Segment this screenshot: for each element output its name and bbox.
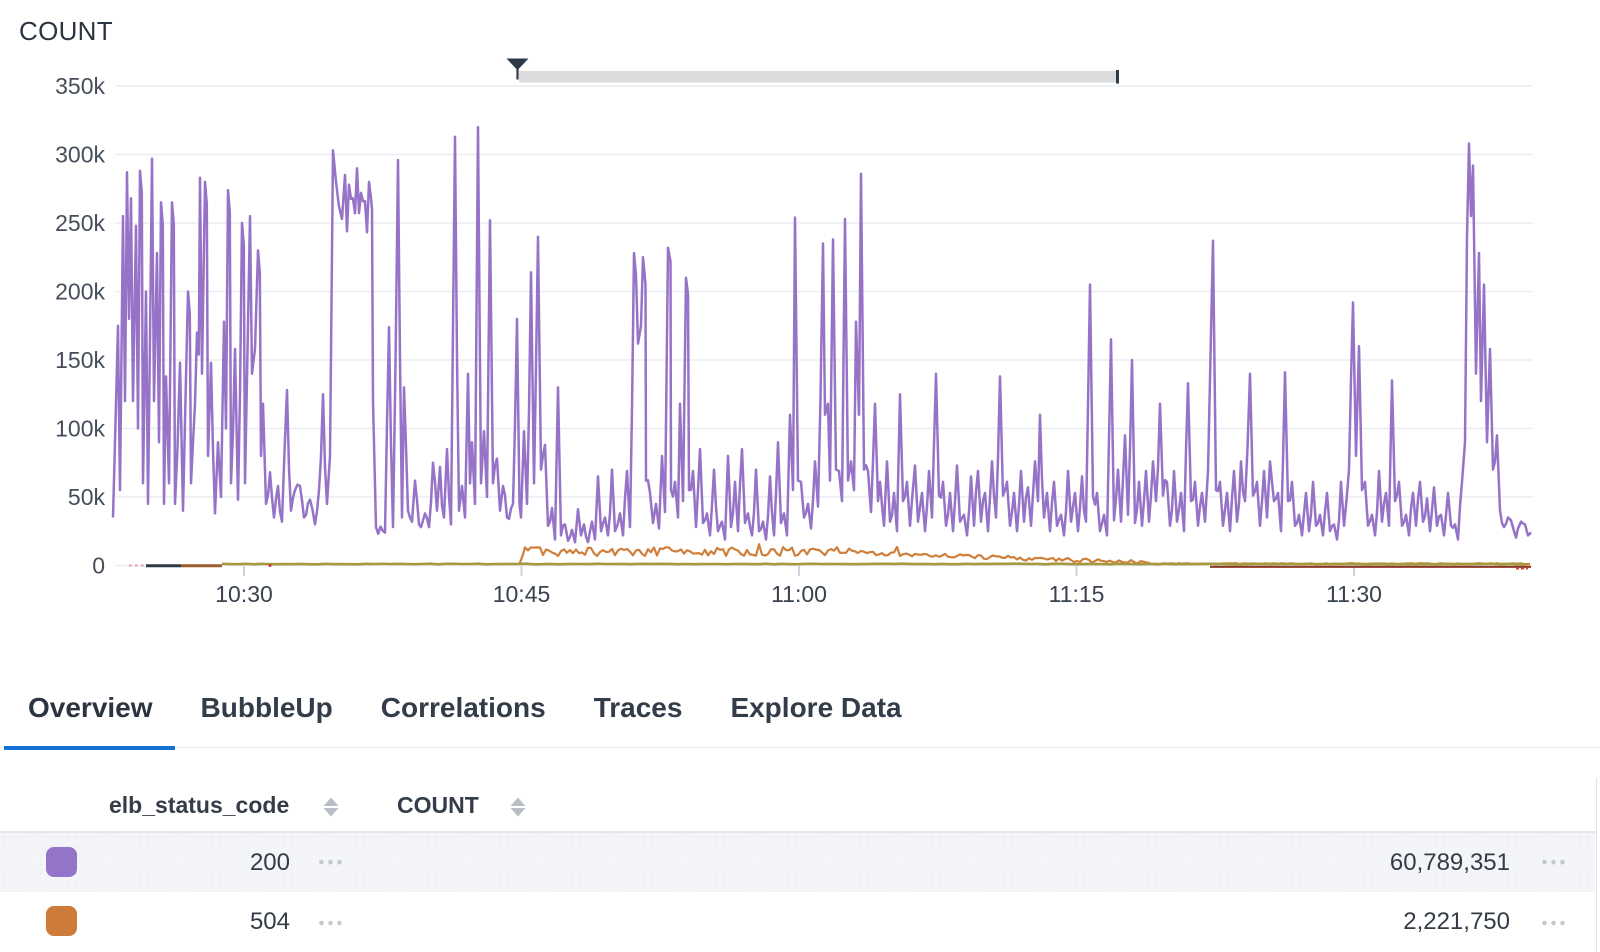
svg-text:11:00: 11:00 xyxy=(771,581,827,607)
svg-text:150k: 150k xyxy=(55,347,105,373)
svg-text:10:30: 10:30 xyxy=(215,581,273,607)
svg-text:100k: 100k xyxy=(55,416,105,442)
svg-text:350k: 350k xyxy=(55,73,105,99)
svg-text:250k: 250k xyxy=(55,210,105,236)
svg-text:50k: 50k xyxy=(68,484,106,510)
svg-text:200k: 200k xyxy=(55,279,105,305)
svg-text:300k: 300k xyxy=(55,142,105,168)
svg-text:10:45: 10:45 xyxy=(493,581,551,607)
svg-text:11:15: 11:15 xyxy=(1049,581,1105,607)
svg-text:11:30: 11:30 xyxy=(1326,581,1382,607)
svg-text:0: 0 xyxy=(92,553,105,579)
